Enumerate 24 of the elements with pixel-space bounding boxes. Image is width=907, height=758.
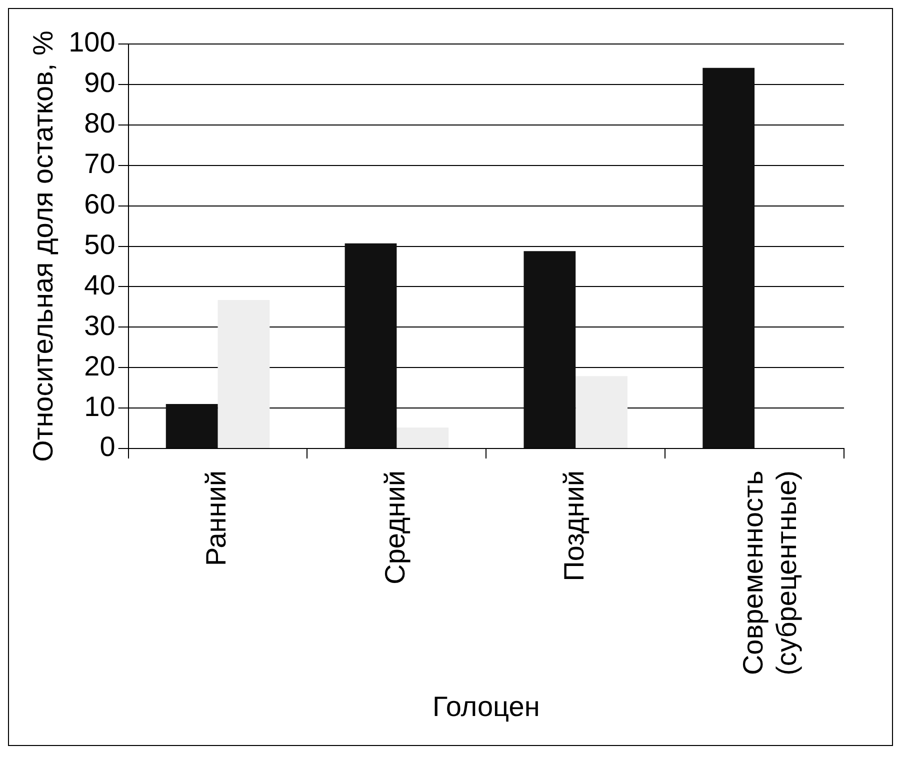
x-tick-label: Поздний (558, 470, 590, 582)
bar (396, 427, 449, 448)
bar (702, 68, 755, 448)
y-tick-label: 20 (84, 350, 116, 382)
bar (524, 251, 576, 448)
bar (166, 404, 218, 448)
y-tick-label: 50 (84, 228, 116, 260)
x-tick-label: Ранний (200, 470, 232, 566)
y-tick-label: 40 (84, 269, 116, 300)
y-tick-label: 80 (84, 108, 116, 139)
bar (344, 243, 397, 448)
x-tick-label: Средний (379, 470, 410, 584)
y-tick-label: 10 (84, 390, 116, 422)
y-tick-label: 100 (68, 26, 116, 58)
y-tick-label: 60 (84, 188, 116, 220)
x-tick-label: Современность (субрецентные) (737, 470, 802, 676)
y-axis-title: Относительная доля остатков, % (28, 30, 59, 462)
bar (576, 376, 628, 448)
y-tick-label: 70 (84, 148, 116, 180)
x-axis-title: Голоцен (432, 690, 540, 722)
y-tick-label: 0 (100, 431, 116, 462)
y-tick-label: 30 (84, 310, 116, 341)
bar (218, 300, 270, 448)
y-tick-label: 90 (84, 67, 116, 98)
